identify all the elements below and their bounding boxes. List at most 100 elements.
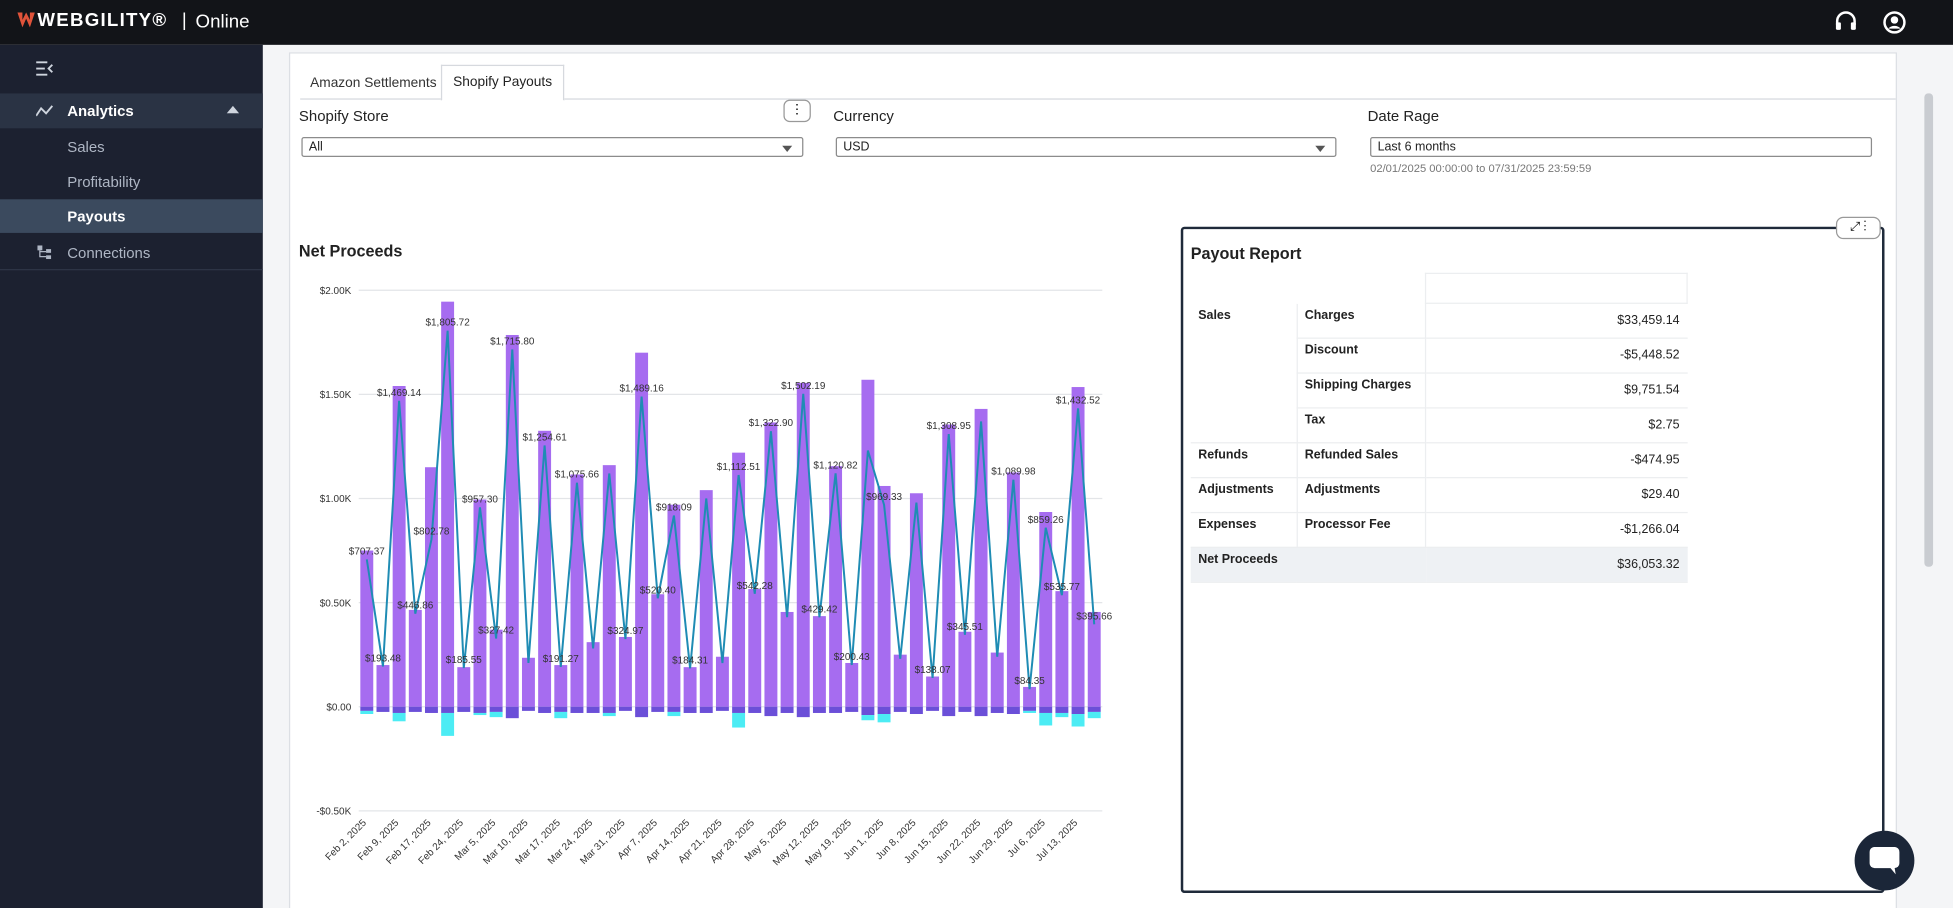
bar	[408, 706, 422, 712]
nav-analytics[interactable]: Analytics	[0, 93, 263, 129]
bar	[683, 667, 697, 707]
bar	[473, 712, 487, 716]
currency-select[interactable]: USD	[835, 137, 1337, 157]
bar	[554, 711, 568, 719]
analytics-icon	[36, 105, 54, 117]
data-label: $184.31	[672, 655, 708, 666]
logo-icon	[17, 12, 35, 28]
data-label: $520.40	[640, 585, 676, 596]
nav-connections[interactable]: Connections	[0, 234, 263, 271]
panel-controls[interactable]: ⤢ ⋮	[1835, 216, 1881, 240]
value-cell: $33,459.14	[1425, 303, 1688, 339]
data-label: $345.51	[947, 622, 983, 633]
data-label: $193.48	[365, 653, 401, 664]
tab-active[interactable]: Shopify Payouts	[440, 64, 565, 101]
select-value: USD	[843, 140, 870, 155]
bar	[392, 706, 406, 713]
bar	[926, 706, 940, 711]
data-label: $191.27	[543, 654, 579, 665]
bar	[521, 706, 535, 711]
data-label: $200.43	[834, 652, 870, 663]
bar	[1006, 706, 1020, 715]
data-label: $395.66	[1076, 611, 1112, 622]
bar	[408, 609, 422, 707]
report-table: Sales Charges $33,459.14 Discount -$5,448.52…	[1190, 272, 1688, 583]
data-label: $84.35	[1014, 676, 1045, 687]
group-cell: Expenses	[1190, 511, 1298, 548]
nav-profitability[interactable]: Profitability	[0, 163, 263, 198]
menu-button[interactable]: ⋮	[783, 99, 811, 123]
value-cell: $29.40	[1425, 477, 1688, 513]
y-tick-label: $0.50K	[320, 598, 352, 609]
total-row: Net Proceeds $36,053.32	[1190, 546, 1688, 583]
bar	[457, 706, 471, 712]
report-row: Adjustments Adjustments $29.40	[1190, 477, 1688, 513]
bar	[990, 706, 1004, 713]
bar	[942, 706, 956, 717]
bar	[780, 611, 794, 707]
bar	[554, 665, 568, 707]
brand: WEBGILITY®	[37, 9, 168, 32]
nav-payouts[interactable]: Payouts	[0, 199, 263, 233]
bar	[958, 631, 972, 707]
report-row: Expenses Processor Fee -$1,266.04	[1190, 511, 1688, 548]
chat-button[interactable]	[1854, 830, 1915, 891]
top-bar: WEBGILITY® | Online	[0, 0, 1953, 45]
brand-separator: |	[181, 9, 187, 32]
bar	[829, 466, 843, 707]
bar	[360, 706, 374, 711]
value-cell: -$474.95	[1425, 442, 1688, 478]
bar	[602, 712, 616, 717]
bar	[877, 714, 891, 723]
bar	[1039, 712, 1053, 726]
bar	[441, 706, 455, 713]
group-cell: Sales	[1190, 303, 1298, 443]
bar	[796, 706, 810, 718]
bar	[586, 642, 600, 707]
bar	[424, 467, 438, 707]
nav-label: Profitability	[67, 173, 141, 191]
bar	[360, 550, 374, 707]
y-tick-label: $0.00	[326, 702, 351, 713]
data-label: $1,469.14	[377, 388, 422, 399]
account-icon[interactable]	[1882, 10, 1907, 35]
value-cell: -$1,266.04	[1425, 511, 1688, 548]
bar	[958, 706, 972, 712]
data-label: $859.26	[1028, 515, 1064, 526]
data-label: $185.55	[446, 655, 482, 666]
report-row: Shipping Charges $9,751.54	[1191, 372, 1688, 408]
cell	[1191, 273, 1297, 303]
bar	[1023, 706, 1037, 711]
bar	[521, 657, 535, 707]
sidebar: Analytics Sales Profitability Payouts Co…	[0, 44, 263, 908]
data-label: $429.42	[801, 604, 837, 615]
group-cell: Adjustments	[1190, 477, 1298, 513]
report-row: Refunds Refunded Sales -$474.95	[1190, 442, 1688, 478]
bar	[877, 706, 891, 715]
date-select[interactable]: Last 6 months	[1370, 137, 1873, 157]
bar	[586, 706, 600, 713]
store-select[interactable]: All	[301, 137, 804, 157]
bar	[683, 706, 697, 713]
collapse-icon[interactable]	[36, 61, 53, 76]
bar	[554, 706, 568, 712]
bar	[796, 382, 810, 707]
bar	[651, 594, 665, 707]
tab[interactable]: Amazon Settlements	[310, 75, 437, 91]
total-value: $36,053.32	[1425, 546, 1688, 583]
bar	[974, 706, 988, 717]
bar	[732, 706, 746, 713]
value-cell: $9,751.54	[1425, 372, 1688, 408]
bar	[893, 706, 907, 712]
data-label: $542.28	[737, 581, 773, 592]
support-icon[interactable]	[1833, 10, 1858, 35]
scrollbar[interactable]	[1924, 93, 1934, 567]
report-title: Payout Report	[1190, 244, 1302, 263]
y-tick-label: $1.50K	[320, 390, 352, 401]
data-label: $1,715.80	[490, 336, 535, 347]
cell	[1297, 273, 1426, 303]
bar	[764, 422, 778, 707]
data-label: $1,120.82	[813, 460, 858, 471]
nav-sales[interactable]: Sales	[0, 128, 263, 163]
